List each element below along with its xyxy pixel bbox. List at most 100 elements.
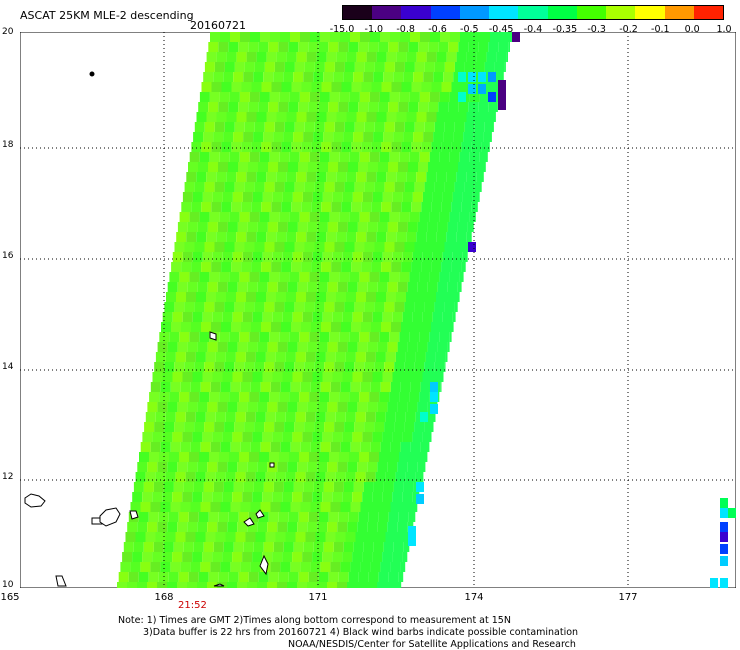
swath-cell: [306, 52, 317, 62]
swath-cell: [231, 82, 242, 92]
swath-cell: [362, 312, 373, 322]
swath-cell: [304, 422, 315, 432]
swath-cell: [444, 302, 455, 312]
swath-cell: [282, 492, 293, 502]
swath-cell: [254, 182, 265, 192]
swath-cell: [314, 62, 325, 72]
swath-cell: [175, 352, 186, 362]
swath-cell: [350, 562, 361, 572]
swath-cell: [282, 312, 293, 322]
swath-cell: [281, 322, 291, 332]
swath-cell: [186, 172, 197, 182]
swath-cell: [233, 542, 244, 552]
swath-cell: [218, 102, 229, 112]
swath-cell: [189, 212, 200, 222]
swath-cell: [454, 242, 465, 252]
swath-cell: [419, 92, 430, 102]
swath-cell: [419, 152, 430, 162]
swath-cell: [387, 402, 398, 412]
swath-cell: [306, 292, 316, 302]
swath-cell: [327, 462, 338, 472]
lat-lon-grid: [20, 32, 736, 588]
swath-cell: [352, 252, 363, 262]
swath-cell: [319, 452, 329, 462]
swath-cell: [233, 132, 244, 142]
swath-cell: [215, 352, 226, 362]
swath-cell: [224, 122, 235, 132]
swath-cell: [402, 372, 413, 382]
swath-cell: [395, 472, 406, 482]
swath-cell: [354, 122, 365, 132]
swath-cell: [309, 452, 319, 462]
swath-cell: [153, 482, 164, 492]
swath-cell: [402, 432, 413, 442]
swath-cell: [392, 192, 403, 202]
swath-cell: [380, 442, 391, 452]
swath-cell: [239, 392, 250, 402]
swath-cell: [494, 62, 505, 72]
swath-cell: [434, 122, 445, 132]
swath-cell: [199, 452, 209, 462]
swath-cell: [339, 332, 350, 342]
swath-cell: [222, 492, 233, 502]
swath-cell: [250, 32, 260, 42]
swath-cell: [202, 372, 213, 382]
swath-cell: [373, 482, 384, 492]
swath-cell: [311, 262, 322, 272]
swath-cell: [367, 522, 378, 532]
swath-cell: [160, 562, 171, 572]
swath-cell: [354, 362, 365, 372]
swath-cell: [272, 252, 283, 262]
swath-cell: [484, 122, 494, 132]
swath-cell: [323, 132, 334, 142]
swath-cell: [387, 282, 398, 292]
swath-cell: [202, 252, 213, 262]
swath-cell: [469, 152, 480, 162]
swath-cell: [391, 142, 402, 152]
swath-cell: [424, 422, 434, 432]
swath-cell: [261, 322, 271, 332]
swath-cell: [123, 542, 134, 552]
swath-cell: [203, 542, 214, 552]
swath-cell: [384, 122, 395, 132]
swath-cell: [334, 362, 345, 372]
swath-cell: [214, 362, 225, 372]
swath-cell: [190, 382, 201, 392]
swath-cell: [348, 102, 359, 112]
swath-cell: [441, 202, 452, 212]
swath-cell: [404, 242, 415, 252]
swath-cell: [222, 372, 233, 382]
swath-cell: [318, 162, 328, 172]
swath-cell: [238, 42, 249, 52]
swath-cell: [285, 532, 296, 542]
swath-cell: [275, 532, 286, 542]
swath-cell: [257, 582, 267, 588]
swath-cell: [323, 542, 334, 552]
swath-cell: [234, 122, 245, 132]
swath-cell: [488, 42, 499, 52]
swath-cell: [246, 232, 257, 242]
swath-cell: [317, 462, 328, 472]
swath-cell: [327, 282, 338, 292]
swath-cell: [436, 172, 447, 182]
swath-cell: [388, 572, 399, 582]
swath-cell: [366, 292, 376, 302]
swath-cell: [199, 392, 210, 402]
swath-cell: [369, 332, 380, 342]
swath-cell: [326, 172, 337, 182]
swath-cell: [318, 572, 329, 582]
swath-cell: [376, 112, 387, 122]
swath-cell: [408, 512, 416, 522]
swath-cell: [359, 152, 370, 162]
swath-cell: [374, 242, 385, 252]
swath-cell: [172, 372, 183, 382]
swath-cell: [315, 412, 326, 422]
swath-cell: [319, 92, 330, 102]
swath-cell: [358, 162, 368, 172]
swath-cell: [395, 412, 406, 422]
swath-cell: [167, 402, 178, 412]
swath-cell: [223, 482, 234, 492]
swath-cell: [397, 282, 408, 292]
swath-cell: [374, 362, 385, 372]
swath-cell: [244, 422, 255, 432]
